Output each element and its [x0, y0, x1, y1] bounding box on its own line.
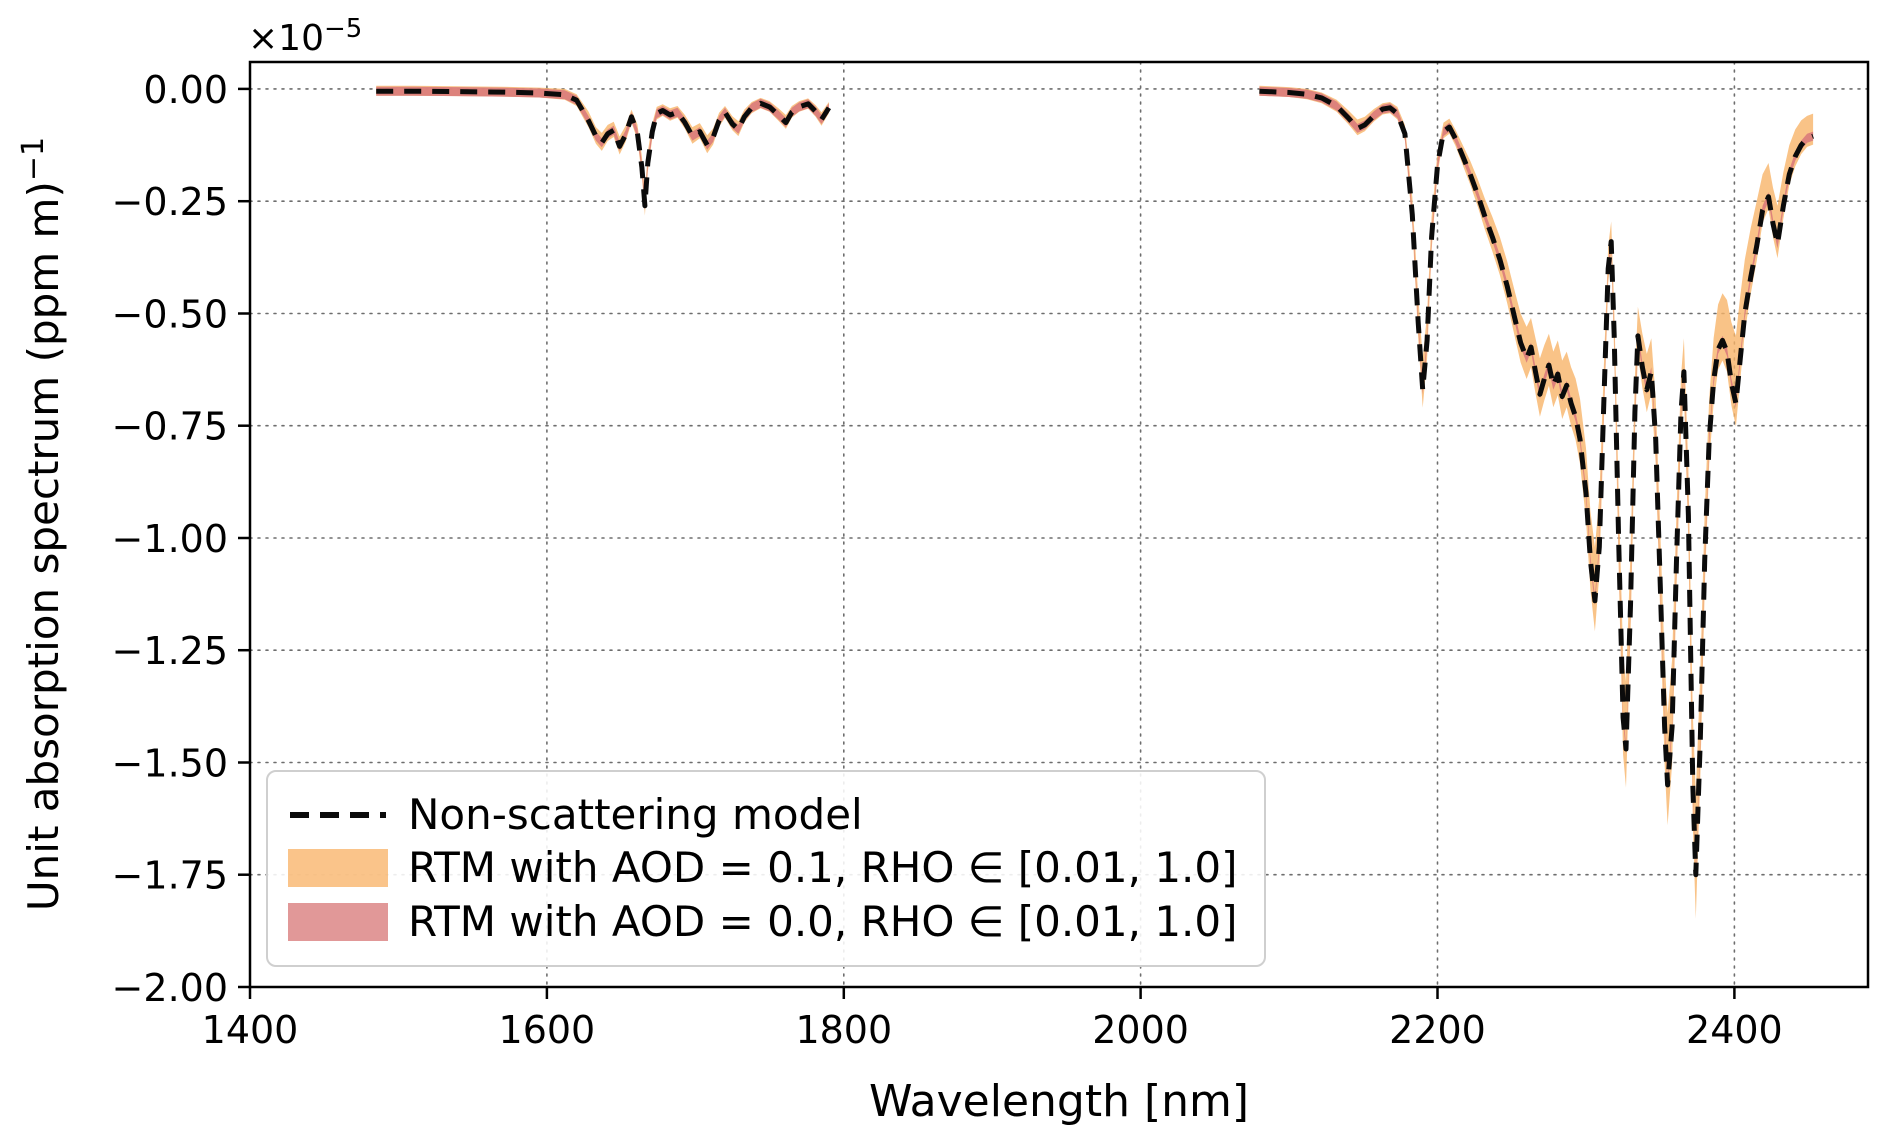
svg-text:−1.00: −1.00 — [112, 517, 228, 561]
svg-text:−0.50: −0.50 — [112, 293, 228, 337]
legend-dashed-line-marker — [288, 809, 388, 821]
svg-text:0.00: 0.00 — [143, 68, 228, 112]
offset-base: ×10 — [248, 18, 324, 59]
y-axis-offset-label: ×10−5 — [248, 14, 362, 59]
svg-text:1800: 1800 — [795, 1008, 892, 1052]
legend-item-label: Non-scattering model — [408, 790, 863, 839]
x-axis-title: Wavelength [nm] — [868, 1076, 1250, 1127]
y-axis-title-text: Unit absorption spectrum (ppm m) — [19, 181, 68, 912]
svg-text:−0.25: −0.25 — [112, 180, 228, 224]
y-axis-title: Unit absorption spectrum (ppm m)−1 — [16, 137, 68, 911]
offset-exponent: −5 — [323, 14, 363, 44]
svg-text:1600: 1600 — [499, 1008, 596, 1052]
y-axis-title-exponent: −1 — [16, 136, 51, 182]
svg-text:2400: 2400 — [1686, 1008, 1783, 1052]
legend-orange-band-marker — [288, 849, 388, 888]
svg-text:2000: 2000 — [1092, 1008, 1189, 1052]
svg-text:−0.75: −0.75 — [112, 405, 228, 449]
legend: Non-scattering model RTM with AOD = 0.1,… — [266, 770, 1266, 967]
svg-text:−1.50: −1.50 — [112, 742, 228, 786]
legend-item-label: RTM with AOD = 0.0, RHO ∈ [0.01, 1.0] — [408, 896, 1238, 946]
svg-text:−2.00: −2.00 — [112, 966, 228, 1010]
legend-item-non-scattering: Non-scattering model — [288, 790, 1238, 839]
svg-text:1400: 1400 — [202, 1008, 299, 1052]
legend-red-band-marker — [288, 902, 388, 941]
legend-item-rtm-aod-01: RTM with AOD = 0.1, RHO ∈ [0.01, 1.0] — [288, 843, 1238, 893]
svg-text:2200: 2200 — [1389, 1008, 1486, 1052]
svg-text:−1.25: −1.25 — [112, 629, 228, 673]
legend-item-label: RTM with AOD = 0.1, RHO ∈ [0.01, 1.0] — [408, 843, 1238, 893]
legend-item-rtm-aod-00: RTM with AOD = 0.0, RHO ∈ [0.01, 1.0] — [288, 896, 1238, 946]
svg-text:−1.75: −1.75 — [112, 854, 228, 898]
